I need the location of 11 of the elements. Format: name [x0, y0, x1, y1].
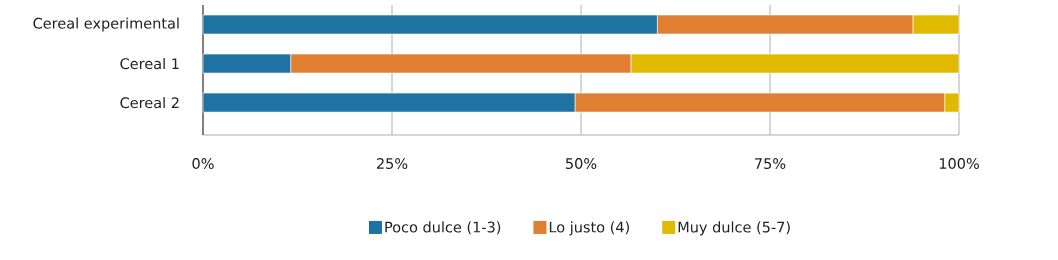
- y-tick-label: Cereal experimental: [33, 17, 179, 32]
- legend-label: Poco dulce (1-3): [385, 221, 501, 235]
- x-tick-label: 50%: [566, 158, 597, 169]
- x-tick-label: 75%: [755, 158, 786, 169]
- legend-label: Lo justo (4): [549, 221, 629, 236]
- y-tick-label: Cereal 2: [120, 96, 179, 109]
- y-tick-label: Cereal 1: [120, 57, 179, 70]
- legend-label: Muy dulce (5-7): [678, 221, 790, 236]
- x-tick-label: 100%: [939, 158, 979, 169]
- x-tick-label: 0%: [192, 158, 214, 169]
- x-tick-label: 25%: [376, 158, 408, 169]
